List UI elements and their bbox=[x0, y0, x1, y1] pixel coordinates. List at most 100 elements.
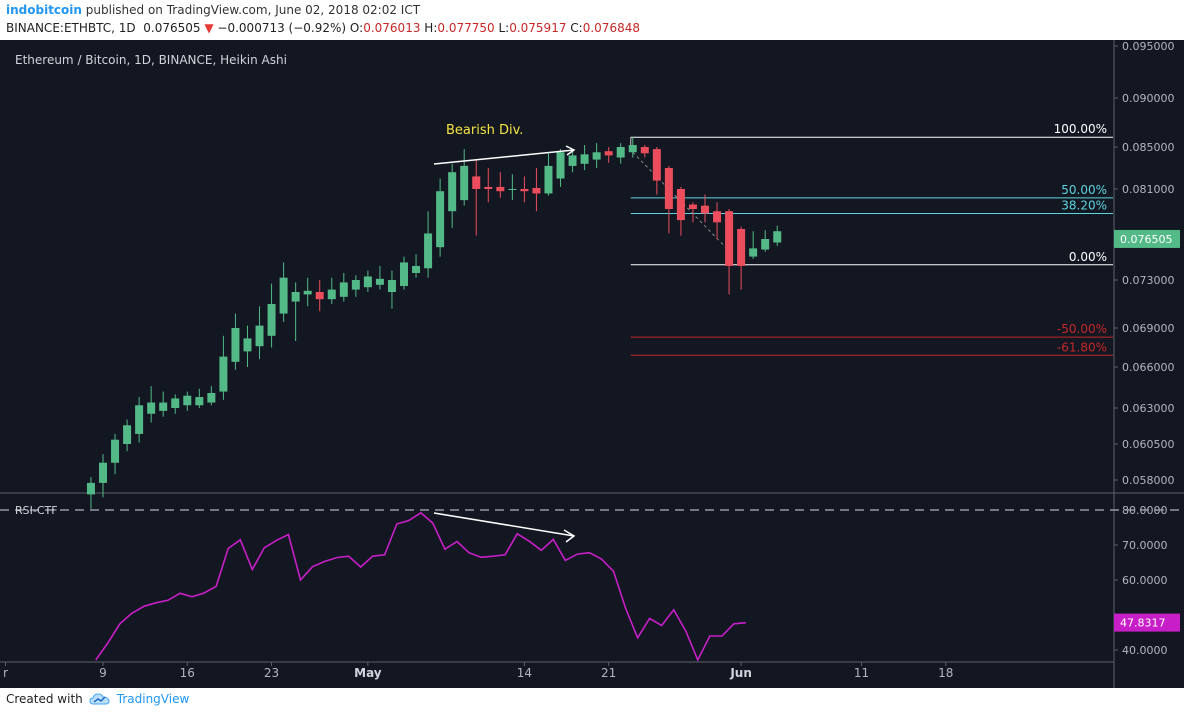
candle-body bbox=[676, 189, 685, 221]
candle bbox=[652, 147, 661, 195]
tradingview-logo-icon bbox=[89, 693, 110, 705]
fib-level-label: -61.80% bbox=[1057, 340, 1107, 354]
candle-body bbox=[737, 229, 746, 266]
candle bbox=[580, 145, 589, 171]
candle-body bbox=[688, 204, 697, 209]
candle-body bbox=[640, 147, 649, 154]
time-tick-label: 9 bbox=[99, 666, 107, 680]
price-tick-label: 0.063000 bbox=[1122, 402, 1175, 415]
low-label: L: bbox=[498, 21, 510, 35]
candle-body bbox=[111, 439, 120, 463]
price-change: −0.000713 (−0.92%) bbox=[217, 21, 347, 35]
published-text: published on TradingView.com, June 02, 2… bbox=[85, 3, 421, 17]
candle bbox=[616, 143, 625, 164]
candle bbox=[568, 151, 577, 173]
candle-body bbox=[713, 211, 722, 223]
price-chart-title: Ethereum / Bitcoin, 1D, BINANCE, Heikin … bbox=[15, 53, 287, 67]
candle-body bbox=[484, 186, 493, 189]
candle bbox=[725, 209, 734, 295]
candle bbox=[496, 172, 505, 198]
footer: Created with TradingView bbox=[6, 692, 189, 706]
author-name[interactable]: indobitcoin bbox=[6, 3, 82, 17]
candle bbox=[544, 152, 553, 196]
candle bbox=[484, 168, 493, 203]
created-with-text: Created with bbox=[6, 692, 83, 706]
candle-body bbox=[351, 280, 360, 290]
rsi-value-label: 47.8317 bbox=[1120, 617, 1166, 630]
high-label: H: bbox=[424, 21, 438, 35]
candle-body bbox=[773, 231, 782, 243]
candle-body bbox=[628, 145, 637, 153]
candle bbox=[99, 454, 107, 498]
candle-body bbox=[616, 147, 625, 158]
candle bbox=[472, 159, 481, 236]
candle bbox=[508, 174, 517, 201]
last-price-label: 0.076505 bbox=[1120, 233, 1173, 246]
candle bbox=[219, 335, 228, 400]
candles bbox=[86, 137, 782, 509]
tradingview-link[interactable]: TradingView bbox=[116, 692, 190, 706]
candle-body bbox=[532, 187, 541, 194]
candle bbox=[688, 202, 697, 223]
price-tick-label: 0.066000 bbox=[1122, 361, 1175, 374]
symbol-ohlc-line: BINANCE:ETHBTC, 1D 0.076505 ▼ −0.000713 … bbox=[6, 21, 640, 35]
divergence-arrow-rsi bbox=[433, 512, 575, 537]
rsi-pane: 47.8317 bbox=[0, 509, 1184, 662]
price-tick-label: 0.060500 bbox=[1122, 438, 1175, 451]
rsi-tick-label: 60.0000 bbox=[1122, 574, 1168, 587]
candle bbox=[195, 388, 204, 408]
candle bbox=[424, 211, 433, 278]
high-value: 0.077750 bbox=[437, 21, 495, 35]
candle-body bbox=[749, 248, 758, 257]
chart-canvas[interactable]: 0.095000 0.090000 0.085000 0.081000 0.073000… bbox=[0, 40, 1184, 688]
candle bbox=[412, 254, 421, 278]
candle-body bbox=[219, 356, 228, 392]
candle bbox=[664, 165, 673, 234]
candle bbox=[171, 394, 180, 414]
candle bbox=[387, 270, 396, 309]
candle-body bbox=[255, 325, 264, 347]
time-tick-label: r bbox=[3, 666, 8, 680]
candle bbox=[604, 147, 613, 163]
open-label: O: bbox=[349, 21, 364, 35]
candle-body bbox=[291, 292, 300, 302]
annotations: Bearish Div. bbox=[433, 123, 576, 165]
candle-body bbox=[207, 392, 216, 403]
candle-body bbox=[86, 482, 95, 495]
arrow-head-icon bbox=[563, 529, 576, 543]
fib-extension: 100.00% 50.00%38.20% 0.00% -50.00% -61.80% bbox=[630, 122, 1113, 356]
fib-level-label: 0.00% bbox=[1069, 250, 1107, 264]
candle bbox=[303, 277, 312, 307]
candle-body bbox=[400, 262, 408, 286]
candle bbox=[159, 391, 168, 417]
time-tick-label: 23 bbox=[264, 666, 279, 680]
candle-body bbox=[267, 304, 276, 336]
candle bbox=[676, 186, 685, 236]
rsi-tick-label: 70.0000 bbox=[1122, 539, 1168, 552]
time-tick-label: 14 bbox=[517, 666, 532, 680]
candle-body bbox=[568, 155, 577, 166]
candle-body bbox=[387, 280, 396, 292]
candle-body bbox=[508, 189, 517, 190]
candle bbox=[291, 282, 300, 341]
candle-body bbox=[99, 462, 107, 483]
candle bbox=[123, 419, 132, 452]
candle-body bbox=[496, 186, 505, 192]
candle bbox=[183, 391, 192, 411]
candle-body bbox=[171, 398, 180, 408]
candle bbox=[713, 202, 722, 239]
candle-body bbox=[159, 402, 168, 411]
candle-body bbox=[520, 189, 529, 192]
candle bbox=[628, 137, 637, 158]
candle bbox=[363, 270, 372, 292]
candle-body bbox=[303, 290, 312, 295]
candle bbox=[327, 277, 336, 304]
candle bbox=[701, 194, 709, 223]
candle-body bbox=[556, 152, 565, 179]
price-axis: 0.095000 0.090000 0.085000 0.081000 0.073000… bbox=[1114, 40, 1180, 487]
candle-body bbox=[231, 328, 240, 362]
candle bbox=[460, 149, 469, 206]
candle-body bbox=[279, 277, 288, 314]
candle bbox=[147, 386, 156, 423]
